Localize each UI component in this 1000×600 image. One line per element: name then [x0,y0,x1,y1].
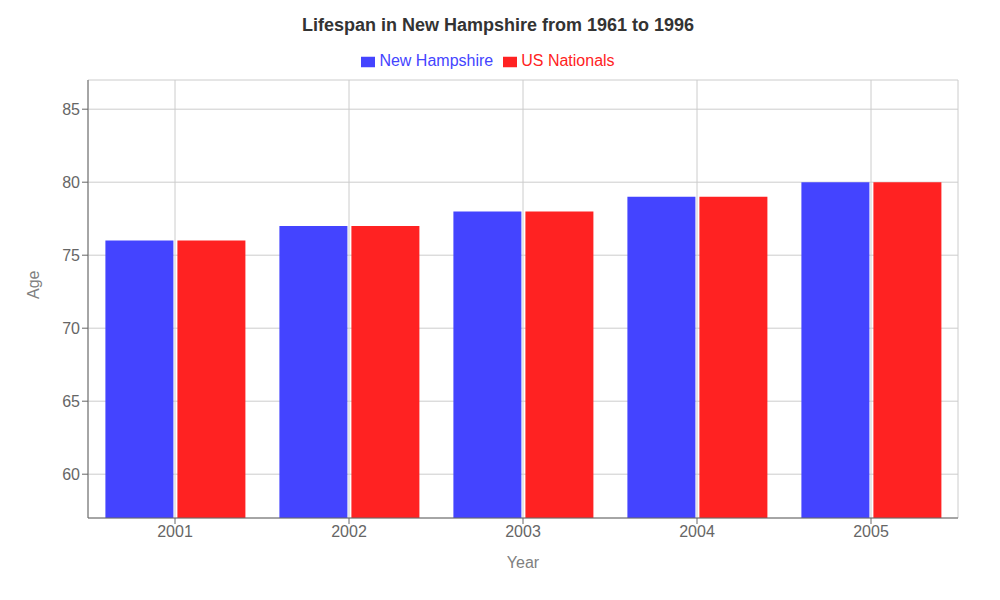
svg-text:Age: Age [25,270,42,299]
html-text:New Hampshire: New Hampshire [379,52,494,69]
html-text:Lifespan in New Hampshire from: Lifespan in New Hampshire from 1961 to 1… [301,15,695,35]
svg-text:2005: 2005 [853,523,889,540]
svg-text:75: 75 [62,247,80,264]
svg-text:60: 60 [62,466,80,483]
svg-text:65: 65 [62,393,80,410]
svg-text:2004: 2004 [679,523,715,540]
svg-text:2002: 2002 [331,523,367,540]
svg-text:Year: Year [507,554,540,571]
html-text:US Nationals: US Nationals [521,52,615,69]
svg-text:85: 85 [62,101,80,118]
svg-text:80: 80 [62,174,80,191]
svg-text:70: 70 [62,320,80,337]
svg-text:2001: 2001 [157,523,193,540]
svg-text:2003: 2003 [505,523,541,540]
